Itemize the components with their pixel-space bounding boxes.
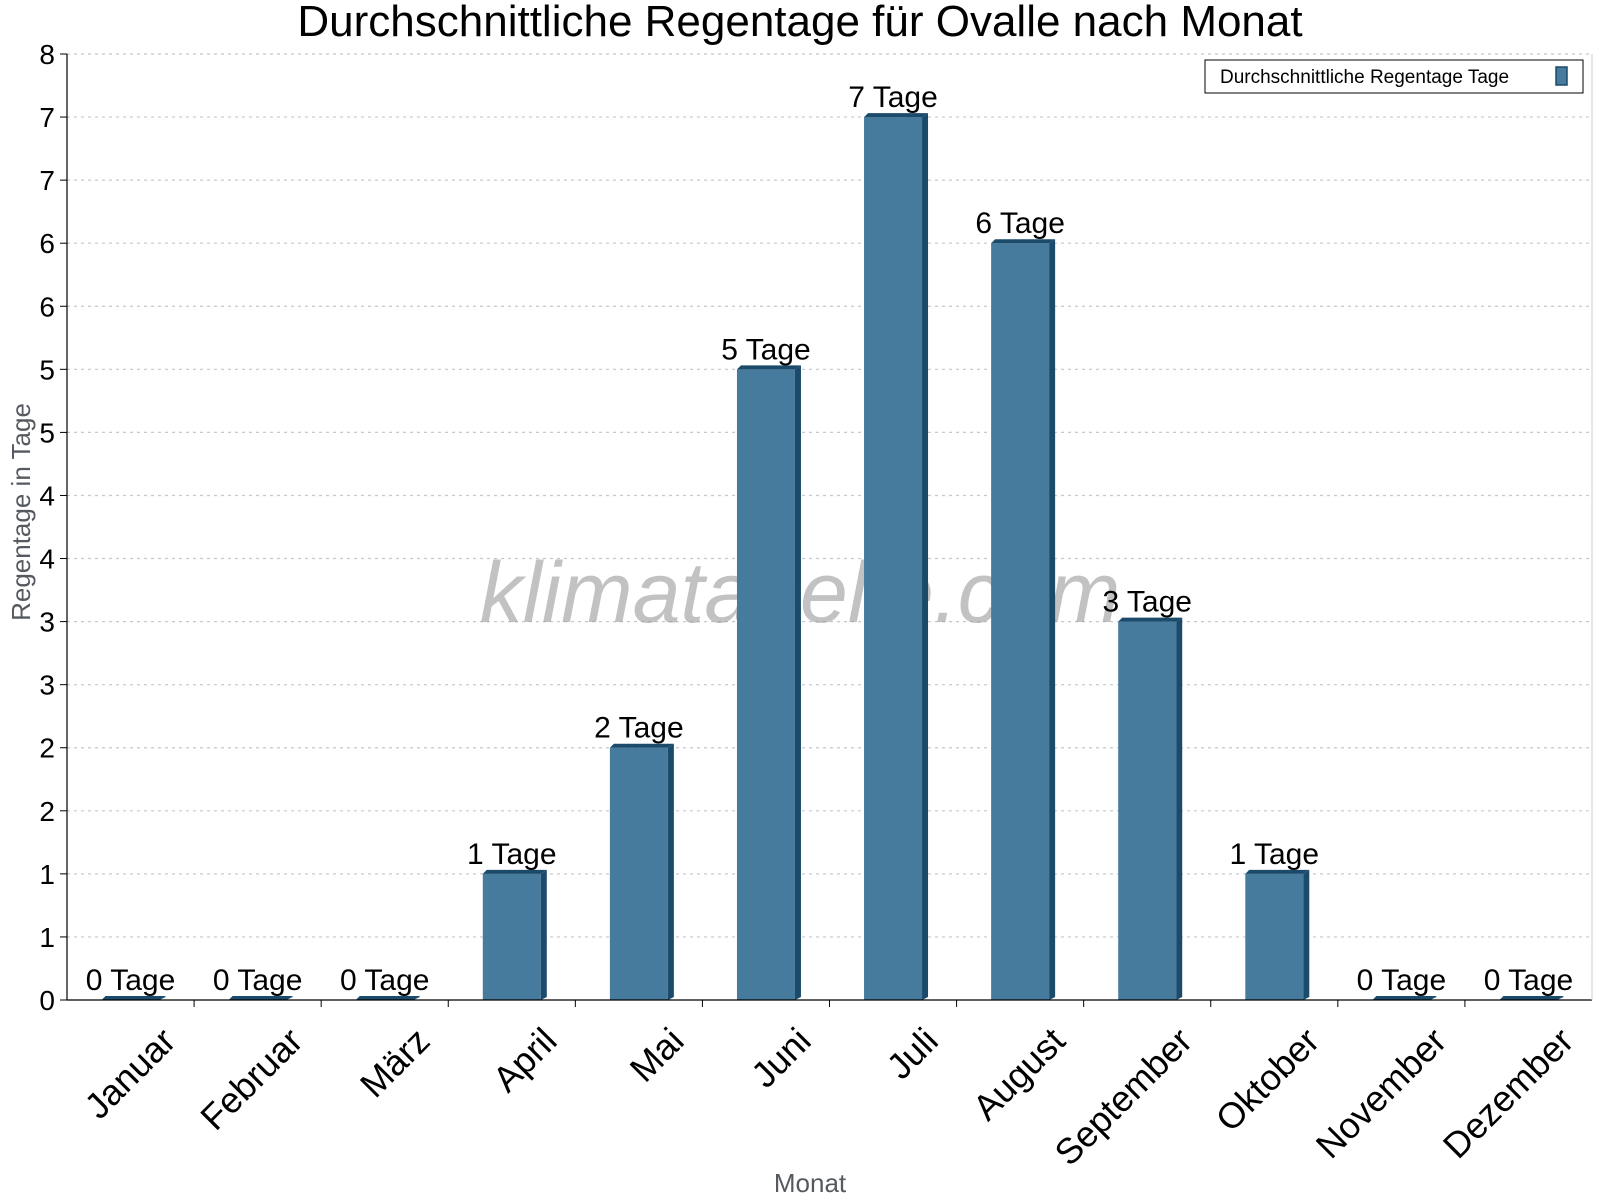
legend: Durchschnittliche Regentage Tage [1204,59,1584,94]
bar-side [794,365,801,1000]
y-tick-label: 5 [39,417,55,448]
y-tick-label: 4 [39,480,55,511]
grid-lines [67,53,1592,938]
bar-front [609,747,668,1000]
data-label: 3 Tage [1102,586,1192,619]
x-axis-label: Monat [774,1168,847,1198]
bar-front [736,369,795,1000]
y-tick-label: 4 [39,544,55,575]
bar-front [1118,621,1177,1000]
x-tick-label: Januar [76,1020,183,1127]
x-tick-label: Oktober [1207,1020,1327,1140]
x-tick-label: Dezember [1435,1020,1581,1166]
bar-front [991,243,1050,1000]
y-tick-label: 7 [39,102,55,133]
x-tick-label: Februar [192,1020,310,1138]
bar [864,113,929,1001]
x-tick-label: September [1046,1020,1200,1174]
bar-top [1118,617,1183,622]
bar-top [609,743,674,748]
legend-swatch [1555,66,1568,86]
x-tick-label: November [1308,1020,1454,1166]
x-ticks: Januar Februar März April Mai Juni Juli AugustS… [76,1020,1581,1174]
data-label: 2 Tage [594,712,684,745]
bar-top [1372,996,1437,1000]
chart-title: Durchschnittliche Regentage für Ovalle n… [297,0,1302,46]
y-tick-label: 2 [39,733,55,764]
bar-top [736,365,801,370]
x-tick-label: Juli [879,1020,946,1087]
bar-top [482,869,547,874]
legend-box [1204,59,1584,94]
bar-top [1499,996,1564,1000]
data-label: 0 Tage [86,964,176,997]
y-axis-label: Regentage in Tage [6,403,36,621]
bar-front [864,117,923,1001]
bar [609,743,674,1000]
y-tick-label: 1 [39,859,55,890]
bar [1118,617,1183,1000]
bar-front [482,873,541,1000]
data-label: 6 Tage [975,207,1065,240]
data-labels: 0 Tage 0 Tage 0 Tage 1 Tage 2 Tage 5 Tage 7 Ta… [86,81,1573,997]
y-tick-label: 3 [39,607,55,638]
x-tick-label: Mai [622,1020,692,1090]
y-tick-label: 0 [39,985,55,1016]
y-tick-label: 8 [39,39,55,70]
data-label: 1 Tage [1230,838,1320,871]
axes [60,53,1593,1007]
data-label: 1 Tage [467,838,557,871]
bar-side [1049,239,1056,1000]
bar-side [540,869,547,1000]
bars [101,113,1564,1001]
data-label: 0 Tage [213,964,303,997]
bar [991,239,1056,1000]
y-tick-label: 7 [39,165,55,196]
bar-side [1303,869,1310,1000]
bar-top [991,239,1056,244]
bar [482,869,547,1000]
bar [1499,996,1564,1000]
legend-label: Durchschnittliche Regentage Tage [1220,67,1509,88]
bar-top [355,996,420,1000]
x-tick-label: April [485,1020,565,1100]
bar-side [667,743,674,1000]
bar [355,996,420,1000]
data-label: 0 Tage [1484,964,1574,997]
y-tick-label: 6 [39,291,55,322]
bar-side [922,113,929,1001]
y-tick-label: 1 [39,922,55,953]
data-label: 7 Tage [848,81,938,114]
bar-top [864,113,929,118]
data-label: 0 Tage [1357,964,1447,997]
bar [736,365,801,1000]
y-tick-label: 5 [39,354,55,385]
x-tick-label: Juni [743,1020,819,1096]
x-tick-label: August [965,1020,1073,1128]
data-label: 0 Tage [340,964,430,997]
bar [1372,996,1437,1000]
y-tick-label: 3 [39,670,55,701]
y-tick-label: 6 [39,228,55,259]
bar-top [101,996,166,1000]
x-tick-label: März [352,1020,438,1106]
bar-top [228,996,293,1000]
bar [1245,869,1310,1000]
bar [228,996,293,1000]
bar-side [1176,617,1183,1000]
bar-top [1245,869,1310,874]
bar-front [1245,873,1304,1000]
data-label: 5 Tage [721,333,811,366]
y-ticks: 0 1 1 2 2 3 3 4 4 5 5 6 6 7 7 8 [39,39,55,1016]
bar [101,996,166,1000]
y-tick-label: 2 [39,796,55,827]
